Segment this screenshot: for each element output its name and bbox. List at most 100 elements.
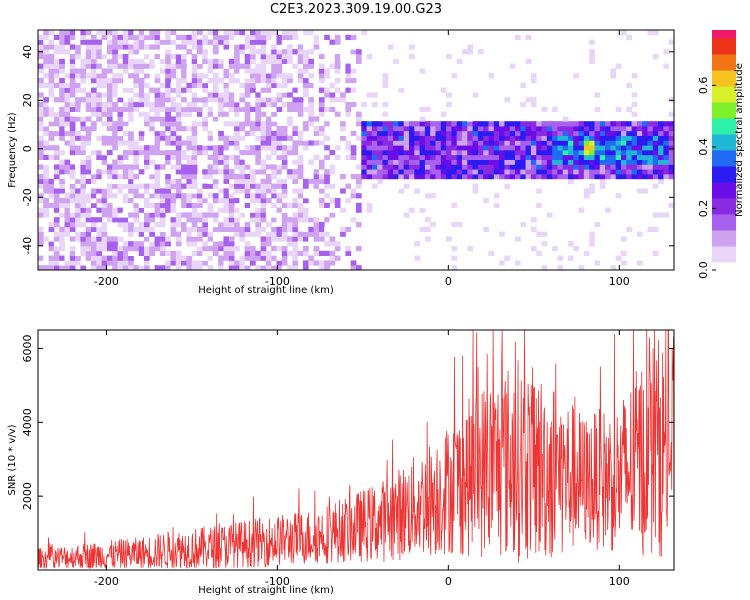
spectrogram-cell [250, 73, 256, 79]
spectrogram-cell [85, 236, 92, 242]
spectrogram-cell [568, 202, 574, 208]
spectrogram-cell [255, 130, 261, 136]
spectrogram-cell [647, 159, 654, 165]
spectrogram-cell [80, 73, 87, 79]
spectrogram-cell [419, 202, 426, 208]
spectrogram-cell [149, 207, 155, 213]
spectrogram-cell [329, 150, 336, 156]
spectrogram-cell [202, 49, 208, 55]
colorbar-segment [712, 238, 736, 243]
spectrogram-cell [583, 140, 590, 146]
spectrogram-cell [430, 126, 436, 132]
spectrogram-cell [218, 260, 224, 266]
spectrogram-cell [382, 111, 389, 117]
spectrogram-cell [504, 145, 511, 151]
spectrogram-cell [191, 34, 198, 40]
spectrogram-cell [91, 87, 97, 93]
spectrogram-cell [414, 126, 420, 132]
spectrogram-cell [308, 260, 314, 266]
spectrogram-cell [647, 265, 654, 271]
spectrogram-cell [250, 82, 256, 88]
spectrogram-cell [462, 150, 468, 156]
spectrogram-cell [334, 97, 341, 103]
spectrogram-cell [393, 159, 399, 165]
spectrogram-cell [138, 222, 145, 228]
spectrogram-cell [615, 231, 622, 237]
spectrogram-cell [122, 212, 129, 218]
spectrogram-cell [568, 130, 574, 136]
spectrogram-cell [287, 145, 293, 151]
spectrogram-cell [85, 73, 92, 79]
spectrogram-cell [218, 217, 224, 223]
spectrogram-cell [101, 73, 108, 79]
spectrogram-cell [451, 140, 458, 146]
spectrogram-cell [122, 260, 129, 266]
spectrogram-cell [101, 241, 108, 247]
spectrogram-cell [324, 135, 330, 141]
spectrogram-cell [477, 174, 484, 180]
spectrogram-cell [536, 231, 542, 237]
spectrogram-cell [626, 174, 632, 180]
spectrogram-cell [165, 63, 171, 69]
spectrogram-cell [85, 102, 92, 108]
spectrogram-cell [106, 68, 113, 74]
spectrogram-cell [446, 154, 452, 160]
spectrogram-cell [69, 212, 76, 218]
spectrogram-cell [615, 159, 622, 165]
spectrogram-cell [265, 265, 272, 271]
spectrogram-cell [181, 63, 187, 69]
spectrogram-cell [218, 222, 224, 228]
spectrogram-cell [96, 241, 102, 247]
spectrogram-cell [509, 159, 516, 165]
spectrogram-cell [149, 231, 155, 237]
spectrogram-cell [605, 130, 611, 136]
spectrogram-cell [202, 78, 208, 84]
spectrogram-cell [96, 92, 102, 98]
spectrogram-cell [53, 265, 60, 271]
spectrogram-cell [387, 231, 394, 237]
spectrogram-cell [112, 58, 118, 64]
spectrogram-cell [308, 111, 314, 117]
spectrogram-cell [186, 58, 193, 64]
spectrogram-cell [191, 188, 198, 194]
spectrogram-cell [430, 193, 436, 199]
spectrogram-cell [382, 121, 389, 127]
spectrogram-cell [409, 54, 415, 60]
spectrogram-cell [313, 231, 320, 237]
spectrogram-cell [334, 145, 341, 151]
spectrogram-cell [154, 126, 161, 132]
spectrogram-cell [38, 106, 44, 112]
spectrogram-cell [446, 92, 452, 98]
spectrogram-cell [446, 135, 452, 141]
spectrogram-cell [366, 164, 373, 170]
spectrogram-cell [409, 159, 415, 165]
spectrogram-cell [175, 58, 182, 64]
spectrogram-cell [562, 145, 569, 151]
spectrogram-cell [223, 169, 230, 175]
spectrogram-cell [303, 126, 309, 132]
spectrogram-cell [191, 241, 198, 247]
spectrogram-cell [583, 130, 590, 136]
spectrogram-cell [38, 217, 44, 223]
spectrogram-cell [271, 87, 277, 93]
spectrogram-cell [255, 217, 261, 223]
spectrogram-cell [181, 68, 187, 74]
spectrogram-cell [38, 183, 44, 189]
spectrogram-cell [483, 126, 489, 132]
spectrogram-cell [154, 226, 161, 232]
spectrogram-cell [48, 260, 55, 266]
spectrogram-cell [419, 68, 426, 74]
spectrogram-cell [59, 265, 65, 271]
spectrogram-cell [615, 145, 622, 151]
spectrogram-cell [536, 154, 542, 160]
spectrogram-cell [557, 145, 564, 151]
colorbar-segment [712, 90, 736, 95]
spectrogram-cell [403, 212, 410, 218]
spectrogram-cell [435, 159, 442, 165]
spectrogram-cell [292, 226, 299, 232]
spectrogram-cell [191, 92, 198, 98]
spectrogram-cell [117, 193, 124, 199]
spectrogram-cell [53, 82, 60, 88]
spectrogram-cell [419, 226, 426, 232]
spectrogram-cell [154, 154, 161, 160]
